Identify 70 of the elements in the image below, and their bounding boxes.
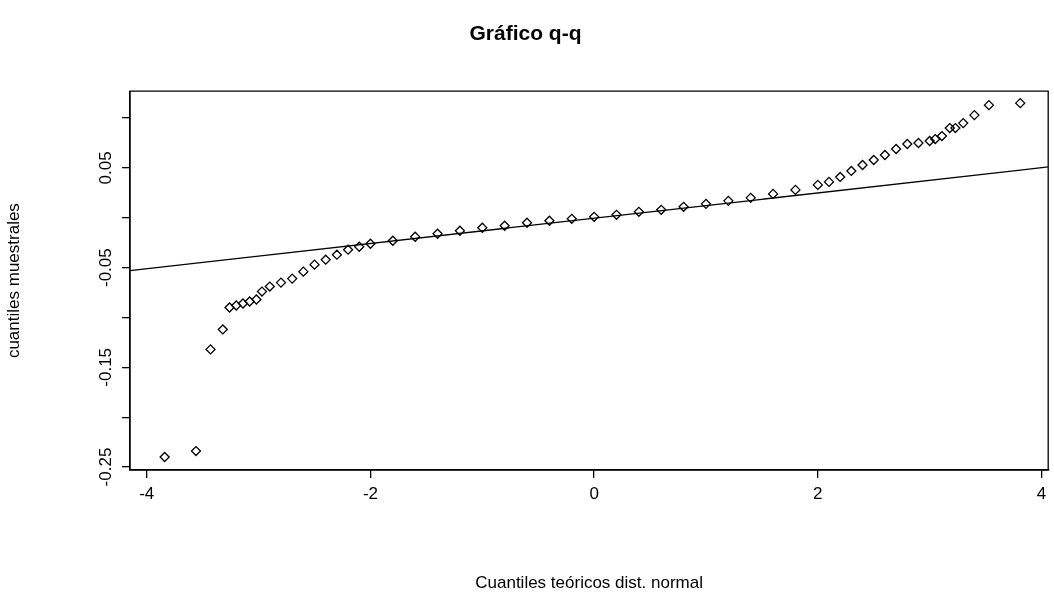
point xyxy=(958,117,969,129)
point xyxy=(224,302,235,313)
x-axis-title: Cuantiles teóricos dist. normal xyxy=(475,573,703,593)
y-tick-label: -0.05 xyxy=(95,248,115,288)
point xyxy=(835,171,846,183)
point xyxy=(217,324,228,335)
y-axis-title: cuantiles muestrales xyxy=(3,203,23,359)
point xyxy=(432,228,443,239)
point xyxy=(723,195,734,206)
x-tick-label: 0 xyxy=(589,483,599,503)
point xyxy=(812,179,823,191)
point xyxy=(846,165,857,177)
point xyxy=(287,273,298,284)
point xyxy=(656,204,667,215)
point xyxy=(700,198,712,209)
point xyxy=(678,201,689,212)
point xyxy=(521,217,533,228)
point xyxy=(588,211,600,222)
point xyxy=(387,235,398,246)
y-tick-label: -0.25 xyxy=(95,447,115,487)
point xyxy=(633,206,645,217)
y-tick-label: 0.05 xyxy=(95,151,115,185)
x-tick-label: -4 xyxy=(139,483,155,503)
point xyxy=(902,138,913,150)
point xyxy=(159,451,170,463)
point xyxy=(879,149,891,161)
point xyxy=(566,213,577,224)
point xyxy=(309,259,320,270)
point xyxy=(365,238,376,249)
point xyxy=(331,249,343,260)
point xyxy=(983,100,995,111)
point xyxy=(930,133,941,145)
point xyxy=(499,220,510,231)
point xyxy=(320,254,331,265)
point xyxy=(354,241,365,252)
point xyxy=(205,344,216,355)
point xyxy=(1015,98,1026,109)
point xyxy=(857,159,868,171)
point xyxy=(256,286,268,297)
point xyxy=(237,298,249,309)
point xyxy=(611,209,622,220)
x-tick-label: 2 xyxy=(813,483,823,503)
point xyxy=(868,154,879,166)
point xyxy=(944,122,955,134)
point xyxy=(298,266,309,277)
point xyxy=(745,192,756,204)
point xyxy=(410,231,421,242)
point xyxy=(969,109,980,121)
point xyxy=(190,445,202,457)
point xyxy=(790,184,801,196)
point xyxy=(231,300,242,311)
point xyxy=(950,122,961,134)
point xyxy=(890,143,902,155)
point xyxy=(913,137,924,149)
point xyxy=(823,176,835,188)
x-tick-label: 4 xyxy=(1036,483,1047,503)
point xyxy=(924,135,935,147)
point xyxy=(264,281,275,292)
point xyxy=(342,244,354,255)
x-tick-label: -2 xyxy=(362,483,379,503)
chart-title: Gráfico q-q xyxy=(469,21,582,45)
point xyxy=(767,188,779,200)
point xyxy=(544,215,555,226)
point xyxy=(244,296,255,307)
point xyxy=(251,294,262,305)
y-tick-label: -0.15 xyxy=(95,347,115,387)
point xyxy=(275,277,287,288)
point xyxy=(477,222,488,233)
point xyxy=(936,130,948,142)
point xyxy=(454,225,466,236)
